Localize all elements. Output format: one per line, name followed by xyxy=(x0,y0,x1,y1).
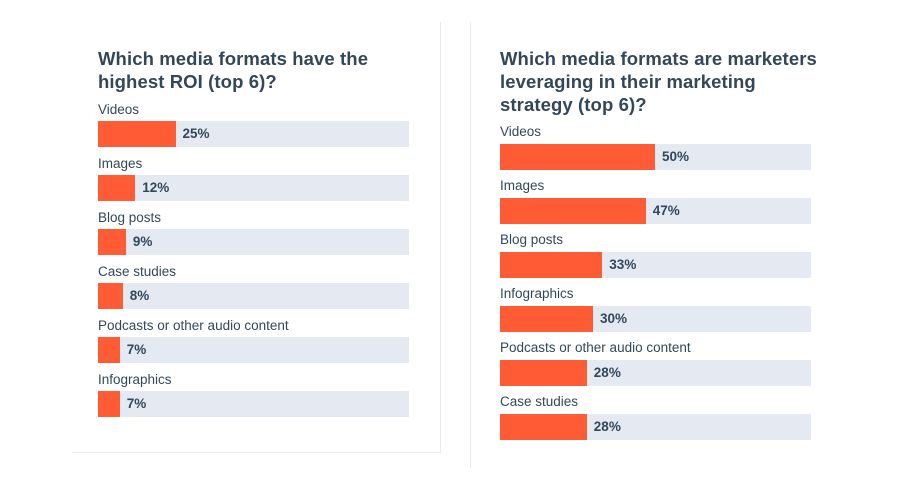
bar-category-label: Blog posts xyxy=(500,232,564,247)
bar-track: 50% xyxy=(500,144,811,170)
bar-value-label: 7% xyxy=(126,396,147,411)
bar-value-label: 25% xyxy=(182,126,210,141)
bar xyxy=(500,144,655,170)
bar xyxy=(500,252,603,278)
bar xyxy=(500,306,593,332)
bar-value-label: 50% xyxy=(662,149,690,164)
chart-title-usage: Which media formats are marketers levera… xyxy=(500,48,817,115)
bar-list-usage: Videos 50% Images 47% Blog posts 33% Infograph… xyxy=(471,22,891,468)
bar-value-label: 9% xyxy=(132,234,153,249)
bar-track: 30% xyxy=(500,306,811,332)
bar-value-label: 8% xyxy=(129,288,150,303)
bar xyxy=(98,283,123,309)
bar-track: 9% xyxy=(98,229,409,255)
chart-title-roi: Which media formats have the highest ROI… xyxy=(98,48,369,92)
bar xyxy=(500,198,646,224)
bar-category-label: Infographics xyxy=(98,372,172,387)
bar-category-label: Podcasts or other audio content xyxy=(500,340,691,355)
bar-category-label: Infographics xyxy=(500,286,574,301)
bar-value-label: 7% xyxy=(126,342,147,357)
chart-card-usage: Which media formats are marketers levera… xyxy=(470,22,891,468)
bar-category-label: Podcasts or other audio content xyxy=(98,318,289,333)
bar-category-label: Images xyxy=(98,156,143,171)
bar xyxy=(98,337,120,363)
bar-value-label: 28% xyxy=(593,419,621,434)
bar-value-label: 47% xyxy=(652,203,680,218)
bar xyxy=(98,229,126,255)
bar-track: 12% xyxy=(98,175,409,201)
bar-track: 7% xyxy=(98,391,409,417)
bar-category-label: Images xyxy=(500,178,545,193)
bar-track: 7% xyxy=(98,337,409,363)
bar-value-label: 33% xyxy=(609,257,637,272)
bar-track: 8% xyxy=(98,283,409,309)
bar-category-label: Case studies xyxy=(500,394,579,409)
bar-track: 28% xyxy=(500,414,811,440)
bar xyxy=(98,121,176,147)
bar-category-label: Videos xyxy=(500,124,542,139)
bar xyxy=(500,414,587,440)
bar-category-label: Blog posts xyxy=(98,210,162,225)
chart-card-roi: Which media formats have the highest ROI… xyxy=(72,22,441,453)
bar-value-label: 30% xyxy=(600,311,628,326)
bar-track: 33% xyxy=(500,252,811,278)
bar xyxy=(98,391,120,417)
bar-list-roi: Videos 25% Images 12% Blog posts 9% Case studi… xyxy=(72,22,440,452)
bar-track: 25% xyxy=(98,121,409,147)
bar xyxy=(500,360,587,386)
bar-value-label: 12% xyxy=(142,180,170,195)
bar-value-label: 28% xyxy=(593,365,621,380)
bar xyxy=(98,175,136,201)
bar-track: 28% xyxy=(500,360,811,386)
bar-category-label: Case studies xyxy=(98,264,177,279)
bar-category-label: Videos xyxy=(98,102,140,117)
bar-track: 47% xyxy=(500,198,811,224)
